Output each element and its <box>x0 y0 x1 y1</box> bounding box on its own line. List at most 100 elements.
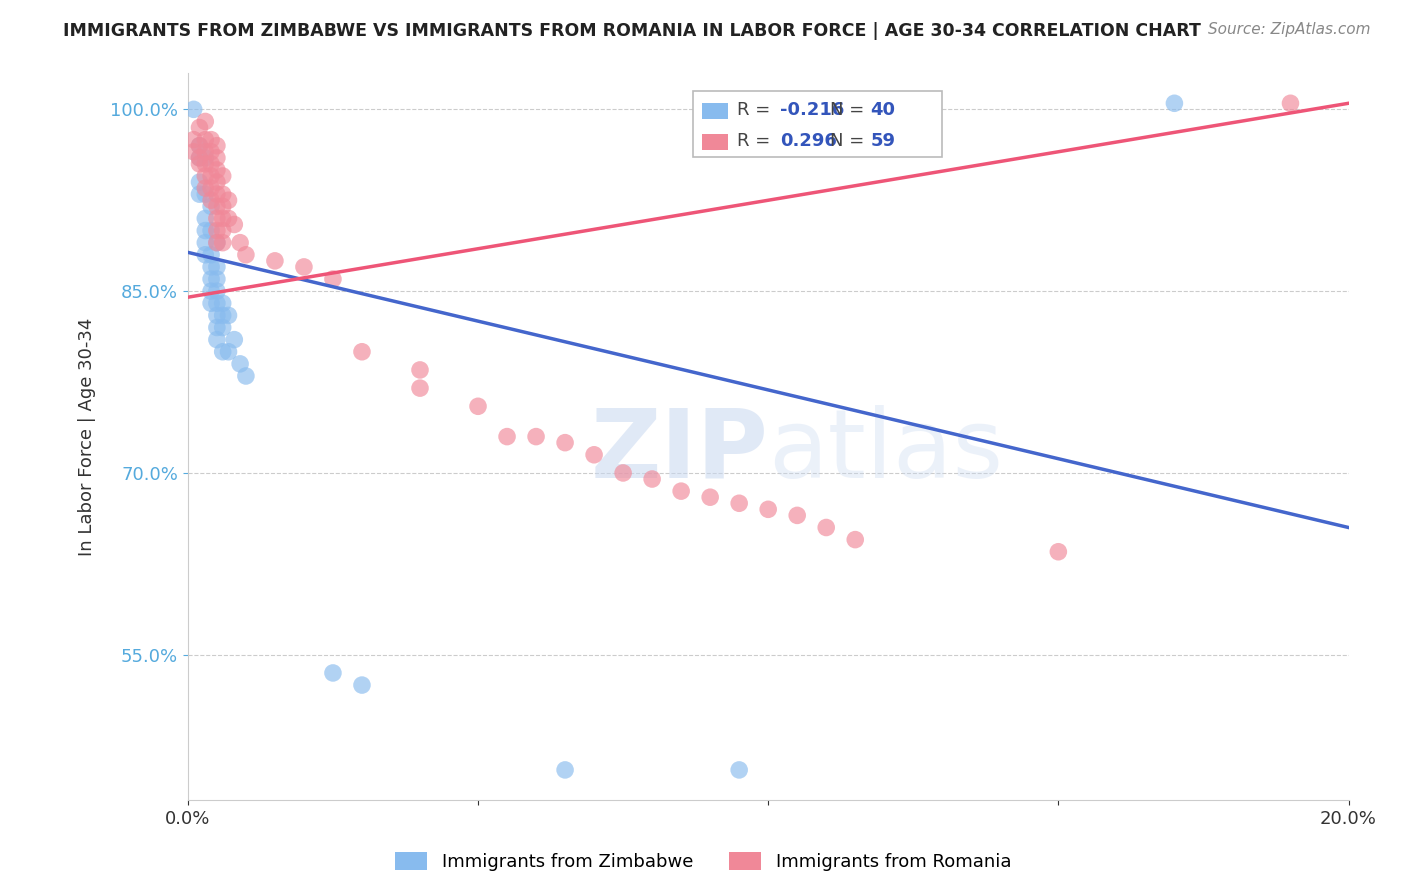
Point <box>205 320 228 334</box>
Point <box>183 103 205 117</box>
Point <box>612 466 634 480</box>
Point <box>183 145 205 159</box>
Text: ZIP: ZIP <box>591 405 768 498</box>
Point <box>218 211 240 226</box>
Point <box>205 235 228 250</box>
Point <box>200 272 222 286</box>
Point <box>194 248 217 262</box>
Point <box>205 163 228 178</box>
Point <box>350 678 373 692</box>
Point <box>496 429 519 443</box>
Point <box>188 120 211 135</box>
Point <box>194 114 217 128</box>
Point <box>194 181 217 195</box>
Point <box>205 272 228 286</box>
Point <box>786 508 808 523</box>
Point <box>205 151 228 165</box>
Point <box>218 344 240 359</box>
Point <box>188 151 211 165</box>
Point <box>235 369 257 384</box>
Point <box>211 187 233 202</box>
Point <box>194 145 217 159</box>
Point <box>194 235 217 250</box>
Point <box>322 665 344 680</box>
Point <box>200 133 222 147</box>
Point <box>224 333 246 347</box>
Point <box>728 763 751 777</box>
Point <box>467 399 489 413</box>
Point <box>524 429 547 443</box>
Point <box>583 448 606 462</box>
FancyBboxPatch shape <box>702 134 727 150</box>
Point <box>211 235 233 250</box>
Text: R =: R = <box>737 101 776 119</box>
Point <box>264 253 287 268</box>
Point <box>188 138 211 153</box>
Text: R =: R = <box>737 132 776 151</box>
Point <box>194 211 217 226</box>
Point <box>1279 96 1302 111</box>
Point <box>211 211 233 226</box>
Text: 40: 40 <box>870 101 896 119</box>
Point <box>194 187 217 202</box>
Point <box>194 223 217 237</box>
Text: N =: N = <box>830 132 870 151</box>
Point <box>211 320 233 334</box>
Point <box>194 133 217 147</box>
Point <box>554 763 576 777</box>
Point <box>183 133 205 147</box>
Point <box>200 169 222 183</box>
Point <box>194 151 217 165</box>
Point <box>188 175 211 189</box>
Point <box>188 187 211 202</box>
Point <box>205 175 228 189</box>
Point <box>350 344 373 359</box>
Point <box>188 138 211 153</box>
Point <box>699 490 721 504</box>
Point <box>205 223 228 237</box>
Text: -0.216: -0.216 <box>780 101 844 119</box>
Point <box>205 187 228 202</box>
Point <box>200 199 222 213</box>
Text: 0.296: 0.296 <box>780 132 837 151</box>
Point <box>188 157 211 171</box>
Point <box>200 193 222 207</box>
Point <box>200 145 222 159</box>
Point <box>235 248 257 262</box>
Point <box>815 520 838 534</box>
Y-axis label: In Labor Force | Age 30-34: In Labor Force | Age 30-34 <box>79 318 96 556</box>
Point <box>205 296 228 310</box>
Point <box>205 260 228 274</box>
Point <box>218 193 240 207</box>
Point <box>292 260 315 274</box>
Point <box>205 235 228 250</box>
Point <box>844 533 866 547</box>
Point <box>205 199 228 213</box>
Point <box>756 502 779 516</box>
Point <box>218 309 240 323</box>
FancyBboxPatch shape <box>693 91 942 157</box>
Point <box>211 169 233 183</box>
FancyBboxPatch shape <box>702 103 727 119</box>
Point <box>188 151 211 165</box>
Text: IMMIGRANTS FROM ZIMBABWE VS IMMIGRANTS FROM ROMANIA IN LABOR FORCE | AGE 30-34 C: IMMIGRANTS FROM ZIMBABWE VS IMMIGRANTS F… <box>63 22 1201 40</box>
Point <box>194 169 217 183</box>
Point <box>205 284 228 298</box>
Point <box>200 284 222 298</box>
Point <box>205 211 228 226</box>
Point <box>200 223 222 237</box>
Point <box>1163 96 1185 111</box>
Point <box>641 472 664 486</box>
Point <box>200 157 222 171</box>
Legend: Immigrants from Zimbabwe, Immigrants from Romania: Immigrants from Zimbabwe, Immigrants fro… <box>387 845 1019 879</box>
Point <box>205 138 228 153</box>
Point <box>194 157 217 171</box>
Point <box>205 333 228 347</box>
Point <box>322 272 344 286</box>
Point <box>224 218 246 232</box>
Point <box>211 344 233 359</box>
Point <box>409 363 432 377</box>
Point <box>211 296 233 310</box>
Point <box>200 260 222 274</box>
Point <box>200 181 222 195</box>
